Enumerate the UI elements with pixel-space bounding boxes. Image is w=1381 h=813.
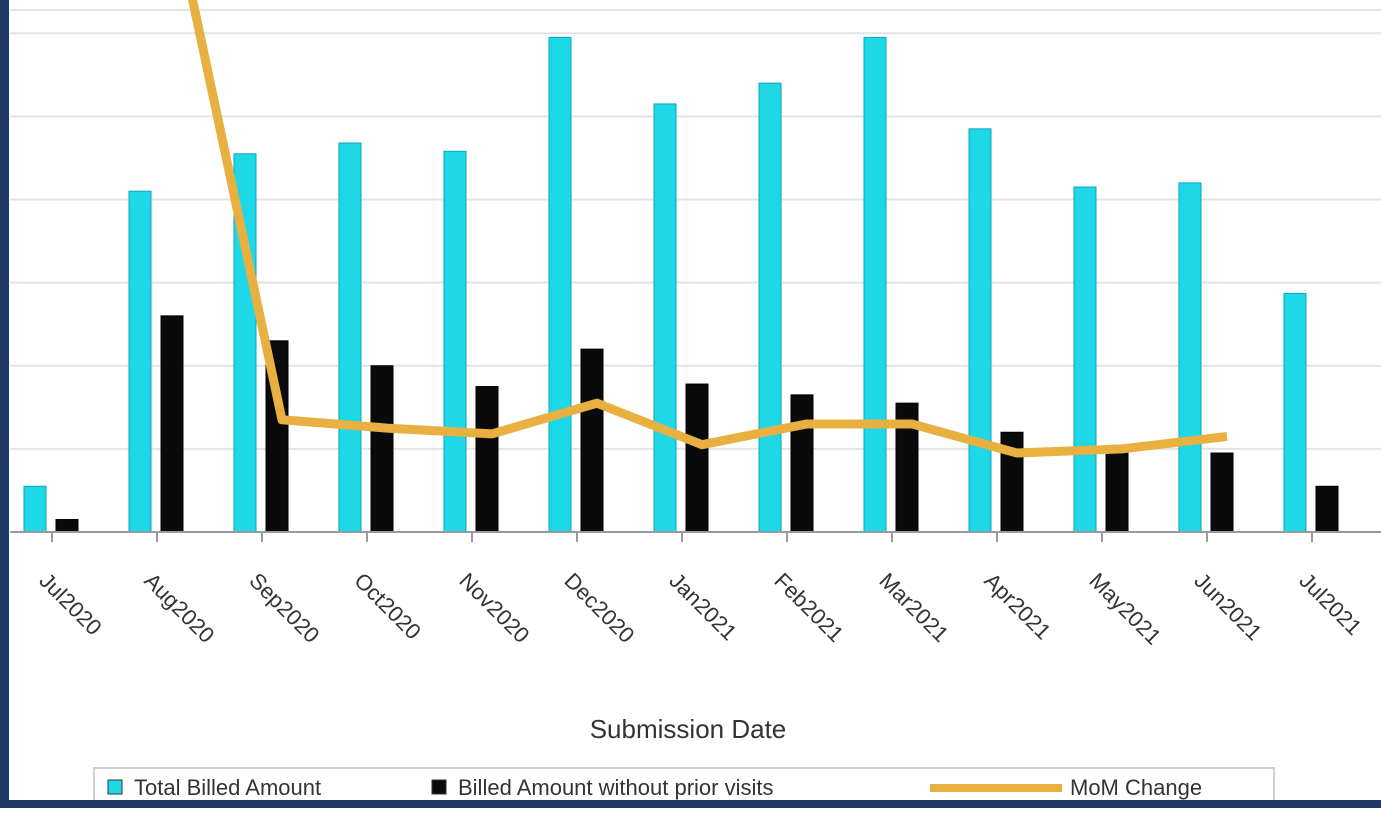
bar-billed-without-prior [1105, 448, 1129, 533]
bar-billed-without-prior [55, 519, 79, 533]
legend-swatch [431, 779, 447, 795]
x-tick-label: Apr2021 [979, 568, 1056, 645]
x-tick-label: Nov2020 [454, 568, 534, 648]
bar-billed-without-prior [1210, 452, 1234, 533]
bar-total-billed [653, 103, 677, 533]
bar-total-billed [23, 485, 47, 533]
x-tick-label: Jan2021 [664, 568, 741, 645]
bar-total-billed [548, 36, 572, 533]
bar-total-billed [1178, 182, 1202, 533]
bar-total-billed [758, 82, 782, 533]
legend-swatch [107, 779, 123, 795]
x-tick-label: Mar2021 [874, 568, 953, 647]
x-axis-title: Submission Date [590, 714, 787, 744]
x-tick-label: Aug2020 [139, 568, 219, 648]
bar-billed-without-prior [370, 365, 394, 533]
x-tick-label: Jul2021 [1294, 568, 1366, 640]
line-mom-change [188, 0, 1228, 458]
legend-label: MoM Change [1070, 775, 1202, 800]
bar-total-billed [968, 128, 992, 533]
bar-total-billed [863, 36, 887, 533]
x-tick-label: Dec2020 [559, 568, 639, 648]
legend: Total Billed Amount Billed Amount without… [93, 767, 1275, 807]
x-tick-label: Sep2020 [244, 568, 324, 648]
bar-total-billed [1073, 186, 1097, 533]
legend-label: Billed Amount without prior visits [458, 775, 773, 800]
legend-box [93, 767, 1275, 807]
bar-total-billed [443, 150, 467, 533]
bar-billed-without-prior [685, 383, 709, 533]
bar-billed-without-prior [790, 394, 814, 533]
x-tick-label: Feb2021 [769, 568, 848, 647]
left-border [0, 0, 9, 808]
bar-total-billed [338, 142, 362, 533]
bar-billed-without-prior [475, 386, 499, 533]
x-tick-label: Oct2020 [349, 568, 425, 644]
bar-billed-without-prior [160, 315, 184, 533]
bar-billed-without-prior [580, 348, 604, 533]
bar-billed-without-prior [1315, 485, 1339, 533]
legend-label: Total Billed Amount [134, 775, 321, 800]
bottom-border [0, 800, 1381, 808]
x-tick-label: Jun2021 [1189, 568, 1266, 645]
x-tick-label: May2021 [1084, 568, 1166, 650]
x-tick-label: Jul2020 [34, 568, 106, 640]
bar-total-billed [1283, 292, 1307, 533]
bar-total-billed [128, 190, 152, 533]
